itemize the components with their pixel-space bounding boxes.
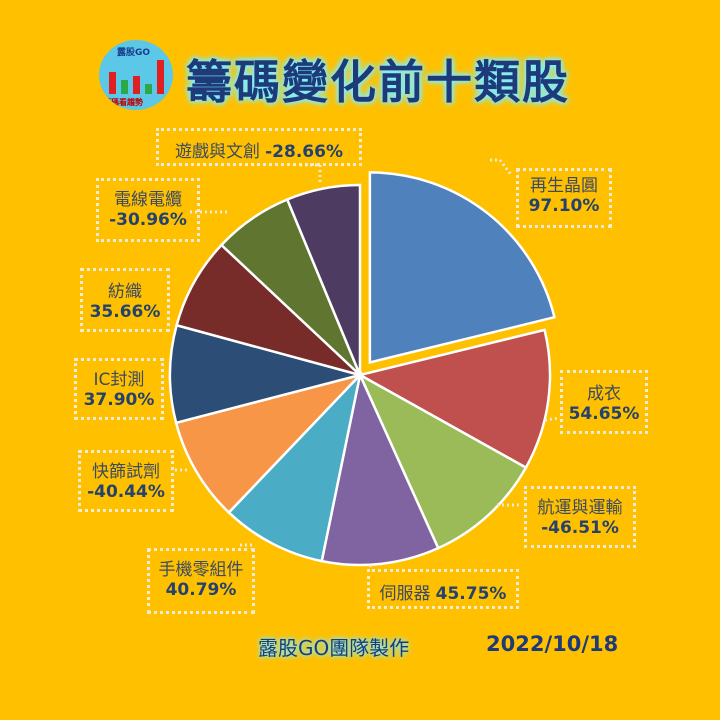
brand-logo: 露股GO 籌碼看趨勢 xyxy=(99,40,173,110)
data-label-電線電纜: 電線電纜 -30.96% xyxy=(96,178,200,242)
logo-bar xyxy=(133,76,140,94)
category-value: 40.79% xyxy=(165,580,237,600)
pie-slice xyxy=(356,328,552,470)
data-label-遊戲與文創: 遊戲與文創 -28.66% xyxy=(156,128,362,166)
credit-text: 露股GO團隊製作 xyxy=(258,636,410,660)
category-value: 45.75% xyxy=(435,584,507,604)
category-value: 97.10% xyxy=(528,196,600,216)
category-value: -28.66% xyxy=(265,142,343,162)
category-name: 快篩試劑 xyxy=(92,462,160,482)
category-name: 遊戲與文創 xyxy=(175,142,261,162)
category-name: 伺服器 xyxy=(379,584,431,604)
pie-slice xyxy=(175,243,361,377)
category-name: 成衣 xyxy=(587,384,621,404)
data-label-紡織: 紡織 35.66% xyxy=(80,268,170,332)
category-value: 37.90% xyxy=(83,390,155,410)
pie-slices xyxy=(168,171,556,567)
pie-slice xyxy=(357,372,528,550)
pie-slice xyxy=(368,171,556,365)
logo-text: 露股GO xyxy=(117,48,151,58)
category-value: -30.96% xyxy=(109,210,187,230)
category-name: IC封測 xyxy=(93,370,145,390)
logo-bar xyxy=(121,80,128,94)
data-label-再生晶圓: 再生晶圓 97.10% xyxy=(516,168,612,228)
data-label-手機零組件: 手機零組件 40.79% xyxy=(147,548,255,614)
logo-bar xyxy=(145,84,152,94)
logo-bar xyxy=(109,72,116,94)
logo-caption: 籌碼看趨勢 xyxy=(103,98,143,107)
data-label-航運與運輸: 航運與運輸 -46.51% xyxy=(524,486,636,548)
category-name: 電線電纜 xyxy=(114,190,182,210)
page-title: 籌碼變化前十類股 xyxy=(186,55,570,109)
pie-slice xyxy=(168,323,365,425)
pie-slice xyxy=(285,183,362,376)
category-name: 手機零組件 xyxy=(158,560,244,580)
data-label-伺服器: 伺服器 45.75% xyxy=(367,569,519,609)
data-label-IC封測: IC封測 37.90% xyxy=(74,358,164,420)
category-name: 紡織 xyxy=(108,282,142,302)
category-value: -46.51% xyxy=(541,518,619,538)
data-label-成衣: 成衣 54.65% xyxy=(560,370,648,434)
category-value: -40.44% xyxy=(87,482,165,502)
category-value: 54.65% xyxy=(568,404,640,424)
pie-slice xyxy=(174,372,364,515)
category-name: 航運與運輸 xyxy=(537,498,623,518)
category-name: 再生晶圓 xyxy=(530,176,598,196)
category-value: 35.66% xyxy=(89,302,161,322)
data-label-快篩試劑: 快篩試劑 -40.44% xyxy=(78,450,174,512)
pie-slice xyxy=(227,370,363,563)
logo-bar xyxy=(157,60,164,94)
date-text: 2022/10/18 xyxy=(486,632,619,656)
